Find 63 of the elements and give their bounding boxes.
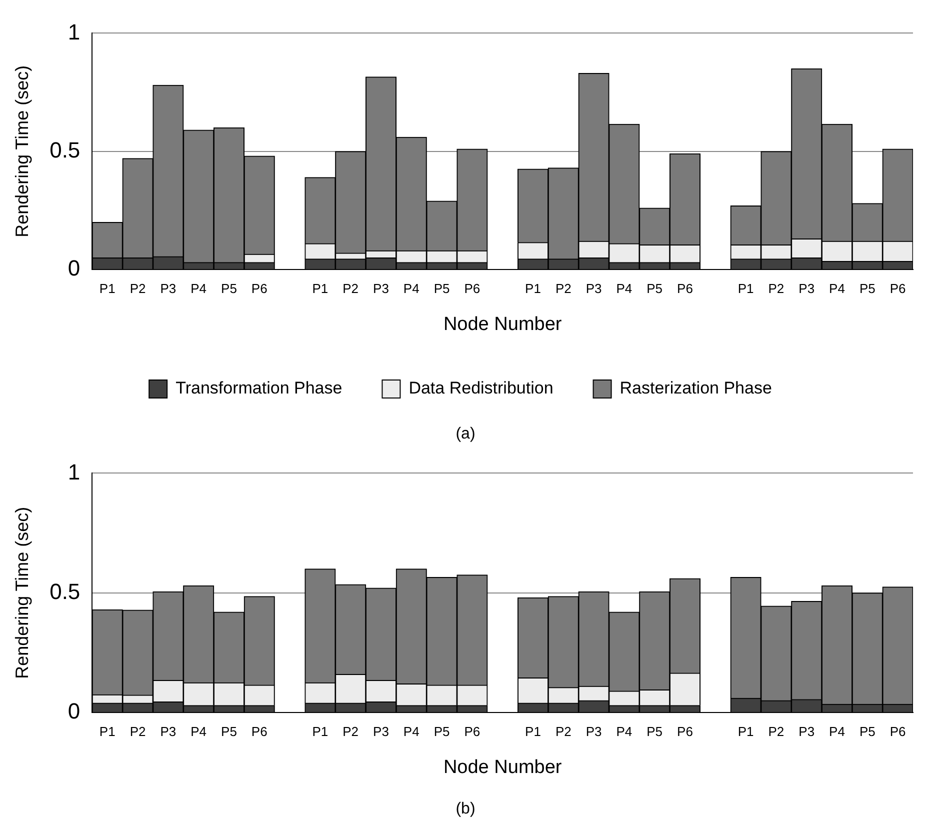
x-tick-label: P1 — [312, 280, 328, 296]
x-tick-label: P5 — [859, 280, 876, 296]
legend-label: Rasterization Phase — [620, 378, 772, 398]
x-tick-label: P3 — [798, 724, 815, 739]
x-tick-label: P4 — [829, 280, 845, 296]
legend-label: Transformation Phase — [176, 378, 342, 398]
x-tick-label: P6 — [677, 280, 693, 296]
x-tick-label: P2 — [768, 280, 784, 296]
x-tick-label: P1 — [99, 724, 116, 739]
x-tick-label: P6 — [677, 724, 693, 739]
x-tick-label: P4 — [190, 724, 207, 739]
x-tick-label: P3 — [160, 724, 176, 739]
x-tick-label: P3 — [373, 724, 389, 739]
x-tick-label: P5 — [434, 724, 450, 739]
x-tick-label: P2 — [342, 724, 359, 739]
text: (b) — [456, 800, 476, 818]
y-axis-title: Rendering Time (sec) — [12, 506, 32, 679]
x-tick-label: P1 — [738, 280, 754, 296]
x-tick-label: P5 — [221, 724, 237, 739]
x-tick-label: P2 — [130, 280, 146, 296]
y-tick-label: 0.5 — [50, 578, 80, 604]
x-tick-label: P3 — [373, 280, 389, 296]
x-axis-title: Node Number — [443, 756, 562, 778]
x-tick-label: P1 — [738, 724, 754, 739]
x-tick-label: P6 — [464, 724, 480, 739]
x-tick-label: P6 — [464, 280, 480, 296]
y-tick-label: 1 — [68, 19, 80, 44]
x-tick-label: P6 — [890, 280, 906, 296]
x-tick-label: P2 — [342, 280, 359, 296]
legend-label: Data Redistribution — [408, 378, 554, 398]
x-tick-label: P4 — [616, 280, 632, 296]
x-tick-label: P1 — [99, 280, 116, 296]
x-tick-label: P3 — [586, 280, 602, 296]
x-tick-label: P5 — [646, 724, 663, 739]
x-tick-label: P5 — [221, 280, 237, 296]
y-tick-label: 0.5 — [50, 137, 80, 162]
x-tick-label: P4 — [616, 724, 632, 739]
x-tick-label: P2 — [768, 724, 784, 739]
x-tick-label: P3 — [160, 280, 176, 296]
x-axis-title: Node Number — [443, 314, 562, 335]
y-tick-label: 0 — [68, 698, 80, 724]
x-tick-label: P1 — [312, 724, 328, 739]
y-tick-label: 1 — [68, 459, 80, 484]
x-tick-label: P2 — [130, 724, 146, 739]
x-tick-label: P1 — [525, 724, 541, 739]
x-tick-label: P6 — [251, 280, 268, 296]
x-tick-label: P2 — [555, 724, 572, 739]
x-tick-label: P4 — [403, 280, 420, 296]
x-tick-label: P6 — [251, 724, 268, 739]
x-tick-label: P5 — [859, 724, 876, 739]
x-tick-label: P4 — [190, 280, 207, 296]
x-tick-label: P4 — [403, 724, 420, 739]
x-tick-label: P4 — [829, 724, 845, 739]
x-tick-label: P2 — [555, 280, 572, 296]
y-tick-label: 0 — [68, 256, 80, 281]
y-axis-title: Rendering Time (sec) — [12, 65, 32, 238]
text: (a) — [456, 425, 476, 442]
x-tick-label: P3 — [798, 280, 815, 296]
x-tick-label: P5 — [646, 280, 663, 296]
x-tick-label: P1 — [525, 280, 541, 296]
x-tick-label: P6 — [890, 724, 906, 739]
x-tick-label: P5 — [434, 280, 450, 296]
x-tick-label: P3 — [586, 724, 602, 739]
